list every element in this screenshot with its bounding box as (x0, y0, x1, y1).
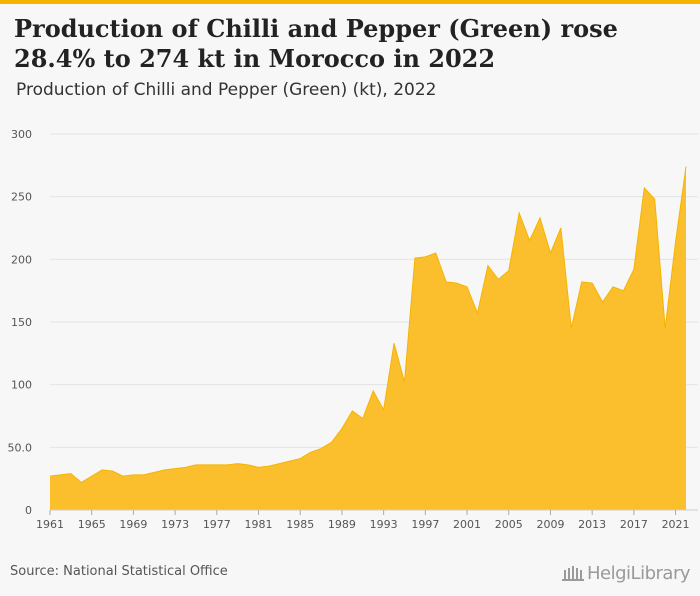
x-tick-label: 2013 (578, 518, 606, 531)
logo-text: HelgiLibrary (587, 562, 690, 584)
library-building-icon (562, 566, 585, 581)
chart-title: Production of Chilli and Pepper (Green) … (14, 14, 618, 73)
chart-subtitle: Production of Chilli and Pepper (Green) … (16, 80, 437, 100)
y-tick-label: 250 (11, 191, 32, 204)
y-tick-label: 0 (25, 504, 32, 517)
x-tick-label: 1993 (370, 518, 398, 531)
chart-footer: Source: National Statistical Office Helg… (0, 554, 700, 596)
y-tick-label: 150 (11, 316, 32, 329)
y-tick-label: 200 (11, 253, 32, 266)
x-tick-label: 2001 (453, 518, 481, 531)
x-tick-label: 1997 (411, 518, 439, 531)
x-tick-label: 1981 (245, 518, 273, 531)
source-note: Source: National Statistical Office (10, 564, 228, 579)
x-tick-label: 2017 (620, 518, 648, 531)
x-tick-label: 2005 (495, 518, 523, 531)
x-tick-label: 2009 (536, 518, 564, 531)
x-tick-label: 1989 (328, 518, 356, 531)
area-chart: 0 50.0 100 150 200 250 300 1961 1965 1969 1973 1977… (8, 128, 698, 531)
chart-header: Production of Chilli and Pepper (Green) … (0, 4, 700, 114)
x-tick-label: 1985 (286, 518, 314, 531)
helgi-library-logo: HelgiLibrary (561, 560, 690, 586)
x-tick-label: 1977 (203, 518, 231, 531)
x-tick-label: 1969 (119, 518, 147, 531)
x-tick-label: 1961 (36, 518, 64, 531)
x-tick-label: 1965 (78, 518, 106, 531)
x-tick-label: 1973 (161, 518, 189, 531)
y-tick-label: 50.0 (8, 441, 33, 454)
data-line (49, 166, 687, 484)
y-tick-label: 300 (11, 128, 32, 141)
y-tick-label: 100 (11, 379, 32, 392)
top-accent-rule (0, 0, 700, 4)
chart-area: 0 50.0 100 150 200 250 300 1961 1965 1969 1973 1977… (0, 114, 700, 554)
x-tick-label: 2021 (662, 518, 690, 531)
data-area (50, 166, 686, 510)
